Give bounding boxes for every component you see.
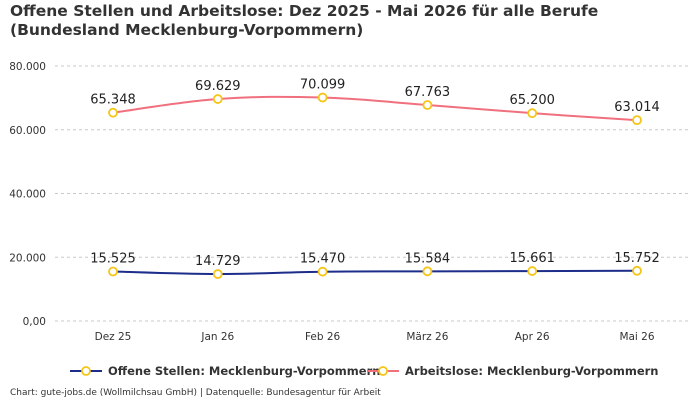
chart-title: Offene Stellen und Arbeitslose: Dez 2025…: [10, 2, 599, 39]
data-point: [212, 94, 223, 104]
x-tick-label: Dez 25: [95, 331, 132, 343]
data-label: 15.584: [405, 251, 451, 266]
data-label: 67.763: [405, 85, 451, 100]
data-point: [527, 108, 538, 119]
legend-label: Arbeitslose: Mecklenburg-Vorpommern: [405, 364, 658, 378]
y-tick-label: 60.000: [9, 125, 46, 137]
legend-marker: [378, 366, 388, 376]
series-line: [112, 95, 638, 122]
legend-marker: [81, 366, 91, 376]
x-tick-label: Apr 26: [515, 331, 550, 343]
x-tick-label: Mai 26: [619, 331, 654, 343]
y-tick-label: 80.000: [9, 61, 46, 73]
data-point: [422, 100, 433, 110]
data-label: 15.661: [509, 251, 555, 266]
data-point: [317, 92, 328, 103]
data-label: 65.348: [90, 93, 136, 108]
source-note: Chart: gute-jobs.de (Wollmilchsau GmbH) …: [10, 388, 381, 398]
y-tick-label: 40.000: [9, 189, 46, 201]
data-label: 15.752: [614, 251, 660, 266]
data-point: [632, 115, 642, 126]
data-point: [108, 266, 118, 277]
data-label: 65.200: [509, 93, 555, 108]
data-point: [317, 266, 328, 277]
legend-label: Offene Stellen: Mecklenburg-Vorpommern: [108, 364, 380, 378]
data-label: 63.014: [614, 100, 660, 115]
data-point: [422, 266, 433, 277]
data-point: [108, 107, 118, 118]
x-tick-label: Jan 26: [200, 331, 234, 343]
x-tick-label: März 26: [406, 331, 448, 343]
data-label: 14.729: [195, 254, 241, 269]
data-point: [527, 266, 538, 276]
data-label: 69.629: [195, 79, 241, 94]
y-tick-label: 0,00: [23, 316, 46, 328]
y-tick-label: 20.000: [9, 252, 46, 264]
data-label: 15.470: [300, 252, 346, 267]
series-line: [112, 269, 638, 276]
data-point: [212, 269, 223, 279]
data-label: 15.525: [90, 252, 136, 267]
data-label: 70.099: [300, 78, 346, 93]
x-tick-label: Feb 26: [305, 331, 341, 343]
data-point: [632, 265, 642, 276]
